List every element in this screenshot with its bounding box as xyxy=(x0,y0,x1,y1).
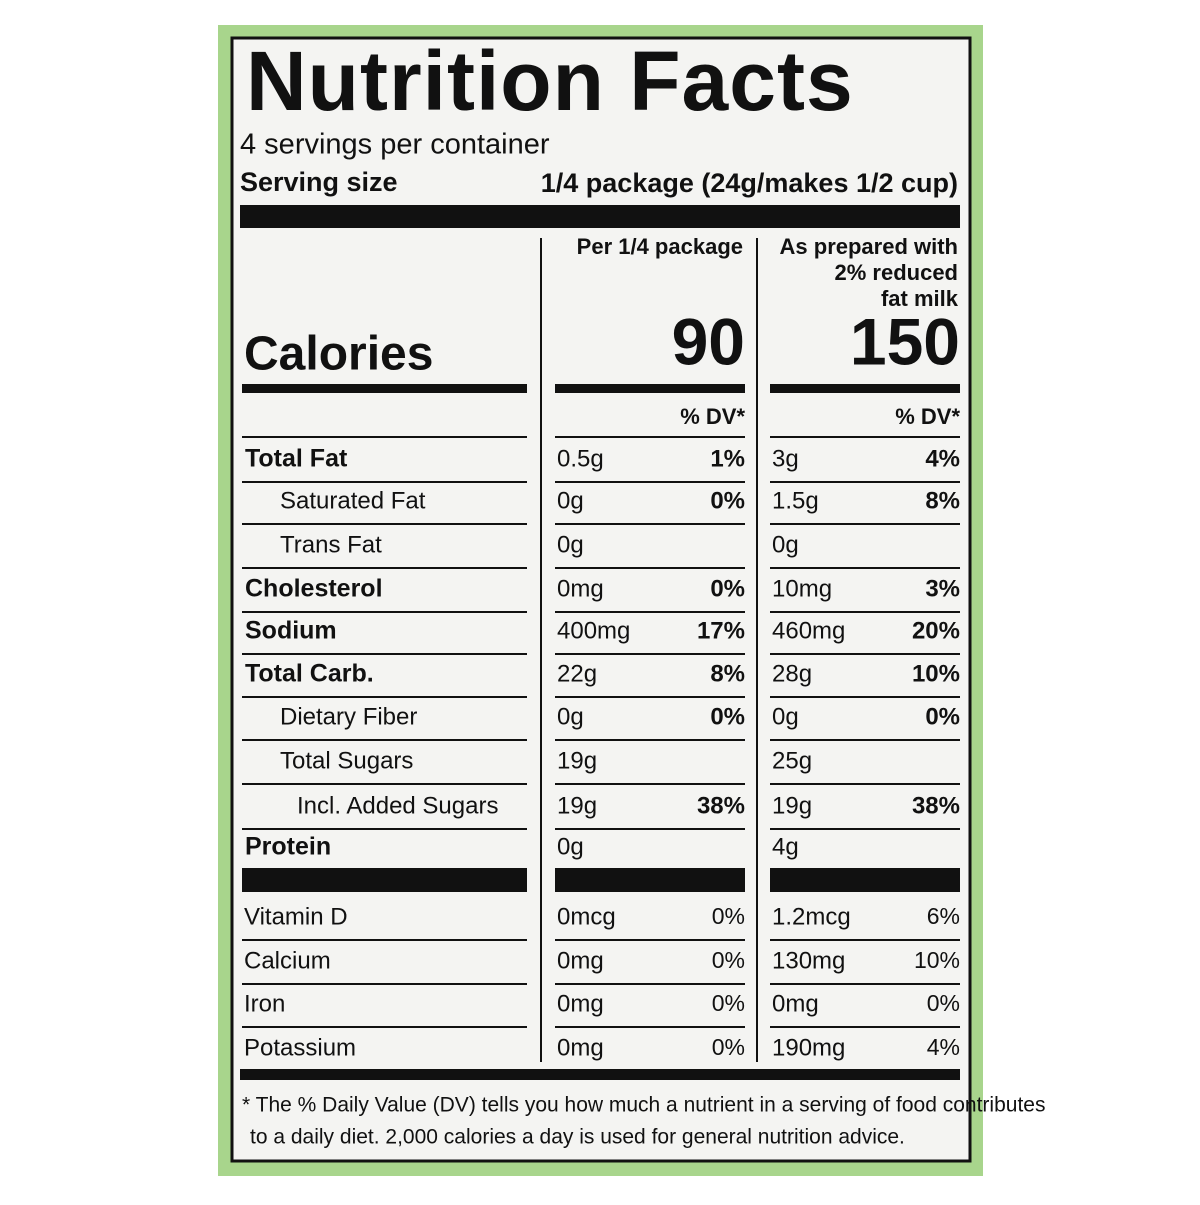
nutrient-name: Protein xyxy=(245,833,331,861)
column-header: Per 1/4 package xyxy=(577,234,743,259)
amount: 10mg xyxy=(772,575,832,602)
amount: 3g xyxy=(772,445,799,472)
amount: 0mg xyxy=(557,947,604,974)
daily-value: 38% xyxy=(912,792,960,819)
daily-value: 0% xyxy=(710,487,745,514)
vitamin-name: Iron xyxy=(244,990,285,1017)
thick-rule xyxy=(242,868,527,892)
amount: 22g xyxy=(557,660,597,687)
vitamin-name: Potassium xyxy=(244,1034,356,1061)
amount: 28g xyxy=(772,660,812,687)
column-header: 2% reduced xyxy=(835,260,959,285)
amount: 0mg xyxy=(557,990,604,1017)
column-header: As prepared with xyxy=(780,234,958,259)
vitamin-name: Calcium xyxy=(244,947,331,974)
nutrient-name: Dietary Fiber xyxy=(280,703,417,730)
daily-value: 38% xyxy=(697,792,745,819)
daily-value: 1% xyxy=(710,445,745,472)
daily-value: 10% xyxy=(912,660,960,687)
daily-value: 17% xyxy=(697,617,745,644)
amount: 25g xyxy=(772,747,812,774)
amount: 4g xyxy=(772,833,799,860)
thick-rule xyxy=(555,868,745,892)
daily-value: 0% xyxy=(710,575,745,602)
amount: 1.5g xyxy=(772,487,819,514)
thick-rule xyxy=(555,384,745,393)
amount: 1.2mcg xyxy=(772,903,851,930)
thick-rule xyxy=(770,384,960,393)
thick-rule xyxy=(240,1069,960,1080)
daily-value: 8% xyxy=(925,487,960,514)
nutrient-name: Total Carb. xyxy=(245,660,374,688)
thick-rule xyxy=(242,384,527,393)
amount: 0g xyxy=(557,703,584,730)
nutrient-name: Cholesterol xyxy=(245,575,383,603)
amount: 0mg xyxy=(557,575,604,602)
nutrient-name: Total Fat xyxy=(245,445,348,473)
nutrient-name: Saturated Fat xyxy=(280,487,426,514)
footnote: to a daily diet. 2,000 calories a day is… xyxy=(250,1126,905,1149)
amount: 0g xyxy=(772,531,799,558)
amount: 190mg xyxy=(772,1034,845,1061)
daily-value: 0% xyxy=(712,990,745,1016)
calories-value: 150 xyxy=(850,304,960,378)
daily-value: 0% xyxy=(927,990,960,1016)
dv-header: % DV* xyxy=(680,404,745,429)
dv-header: % DV* xyxy=(895,404,960,429)
nutrient-name: Total Sugars xyxy=(280,747,413,774)
daily-value: 20% xyxy=(912,617,960,644)
nutrient-name: Trans Fat xyxy=(280,531,382,558)
amount: 0g xyxy=(557,487,584,514)
amount: 0mg xyxy=(772,990,819,1017)
nutrient-name: Incl. Added Sugars xyxy=(297,792,498,819)
daily-value: 0% xyxy=(712,947,745,973)
amount: 460mg xyxy=(772,617,845,644)
daily-value: 6% xyxy=(927,903,960,929)
amount: 130mg xyxy=(772,947,845,974)
footnote: * The % Daily Value (DV) tells you how m… xyxy=(242,1094,1045,1117)
servings: 4 servings per container xyxy=(240,129,550,161)
calories-value: 90 xyxy=(672,304,745,378)
amount: 0g xyxy=(557,531,584,558)
amount: 19g xyxy=(557,747,597,774)
daily-value: 0% xyxy=(712,903,745,929)
thick-rule xyxy=(240,205,960,228)
daily-value: 8% xyxy=(710,660,745,687)
column-header: fat milk xyxy=(881,286,959,311)
daily-value: 10% xyxy=(914,947,960,973)
daily-value: 4% xyxy=(925,445,960,472)
amount: 19g xyxy=(557,792,597,819)
serving-size: 1/4 package (24g/makes 1/2 cup) xyxy=(541,168,958,198)
amount: 0mcg xyxy=(557,903,616,930)
amount: 0g xyxy=(557,833,584,860)
title: Nutrition Facts xyxy=(246,34,854,128)
daily-value: 0% xyxy=(710,703,745,730)
daily-value: 0% xyxy=(712,1034,745,1060)
daily-value: 0% xyxy=(925,703,960,730)
amount: 0g xyxy=(772,703,799,730)
daily-value: 4% xyxy=(927,1034,960,1060)
vitamin-name: Vitamin D xyxy=(244,903,348,930)
calories-label: Calories xyxy=(244,328,433,381)
amount: 0mg xyxy=(557,1034,604,1061)
nutrient-name: Sodium xyxy=(245,617,337,645)
thick-rule xyxy=(770,868,960,892)
serving-size-label: Serving size xyxy=(240,167,398,197)
amount: 0.5g xyxy=(557,445,604,472)
amount: 400mg xyxy=(557,617,630,644)
amount: 19g xyxy=(772,792,812,819)
daily-value: 3% xyxy=(925,575,960,602)
